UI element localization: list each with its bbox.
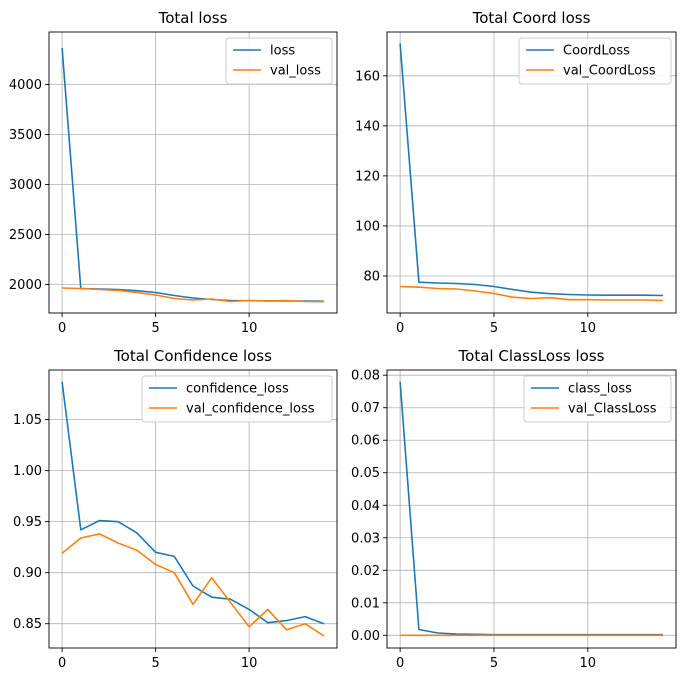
series-line-loss (61, 47, 324, 303)
legend-box (523, 375, 672, 423)
y-tick-label: 4000 (9, 78, 42, 93)
chart-title: Total Confidence loss (113, 347, 272, 365)
y-tick-label: 0.07 (351, 401, 380, 416)
series-line-val_loss (62, 287, 324, 303)
y-tick-label: 3500 (9, 128, 42, 143)
y-tick-label: 0.05 (351, 466, 380, 481)
legend: class_loss val_ClassLoss (523, 375, 672, 423)
y-tick-label: 100 (355, 219, 380, 234)
axes-frame (386, 369, 677, 649)
x-tick-label: 5 (490, 656, 498, 671)
y-tick-label: 80 (363, 269, 380, 284)
series-line-val_CoordLoss (400, 285, 663, 302)
y-tick-label: 2500 (9, 228, 42, 243)
chart-panel-3: 0 5 10 0.85 0.90 0.95 1.00 1.05 Total Confidence… (13, 347, 338, 671)
chart-title: Total ClassLoss loss (458, 347, 605, 365)
x-tick-label: 5 (490, 321, 498, 336)
chart-panel-4: 0 5 10 0.00 0.01 0.02 0.03 0.04 0.05 0.06 0.07 0.08… (351, 347, 677, 671)
y-tick-label: 0.95 (13, 515, 42, 530)
y-tick-label: 140 (355, 119, 380, 134)
legend: CoordLoss val_CoordLoss (518, 37, 672, 85)
y-tick-label: 0.85 (13, 617, 42, 632)
y-tick-label: 1.00 (13, 464, 42, 479)
y-tick-label: 120 (355, 169, 380, 184)
x-tick-label: 0 (396, 321, 404, 336)
chart-panel-2: 0 5 10 80 100 120 140 160 Total Coord loss CoordL… (355, 9, 677, 336)
x-tick-label: 10 (580, 656, 597, 671)
chart-panel-1: 0 5 10 2000 2500 3000 3500 4000 Total loss loss va… (9, 9, 338, 336)
chart-title: Total loss (158, 9, 228, 27)
x-tick-label: 5 (151, 321, 159, 336)
legend: confidence_loss val_confidence_loss (141, 375, 333, 423)
y-tick-label: 0.02 (351, 564, 380, 579)
series-line-CoordLoss (399, 43, 663, 297)
legend: loss val_loss (225, 37, 333, 85)
legend-box (141, 375, 333, 423)
x-tick-label: 10 (241, 321, 258, 336)
series-line-val_confidence_loss (61, 533, 325, 637)
legend-box (518, 37, 672, 85)
legend-label: val_loss (270, 64, 321, 79)
axes-frame (48, 31, 338, 314)
legend-label: val_CoordLoss (563, 64, 656, 79)
y-tick-label: 0.90 (13, 566, 42, 581)
chart-title: Total Coord loss (472, 9, 591, 27)
y-tick-label: 0.03 (351, 531, 380, 546)
x-tick-label: 10 (580, 321, 597, 336)
axes-frame (386, 31, 677, 314)
legend-label: class_loss (568, 382, 632, 397)
y-tick-label: 0.00 (351, 629, 380, 644)
y-tick-label: 0.04 (351, 499, 380, 514)
y-tick-label: 0.06 (351, 434, 380, 449)
legend-label: loss (270, 44, 295, 59)
y-tick-label: 2000 (9, 278, 42, 293)
y-tick-label: 160 (355, 69, 380, 84)
x-tick-label: 5 (151, 656, 159, 671)
x-tick-label: 10 (241, 656, 258, 671)
axes-frame (48, 369, 338, 649)
legend-label: confidence_loss (186, 382, 289, 397)
x-tick-label: 0 (58, 321, 66, 336)
x-tick-label: 0 (396, 656, 404, 671)
x-tick-label: 0 (58, 656, 66, 671)
legend-label: val_confidence_loss (186, 402, 315, 417)
y-tick-label: 0.08 (351, 369, 380, 384)
legend-label: CoordLoss (563, 44, 630, 59)
series-line-confidence_loss (61, 381, 325, 625)
y-tick-label: 1.05 (13, 413, 42, 428)
legend-label: val_ClassLoss (568, 402, 657, 417)
y-tick-label: 3000 (9, 178, 42, 193)
y-tick-label: 0.01 (351, 596, 380, 611)
